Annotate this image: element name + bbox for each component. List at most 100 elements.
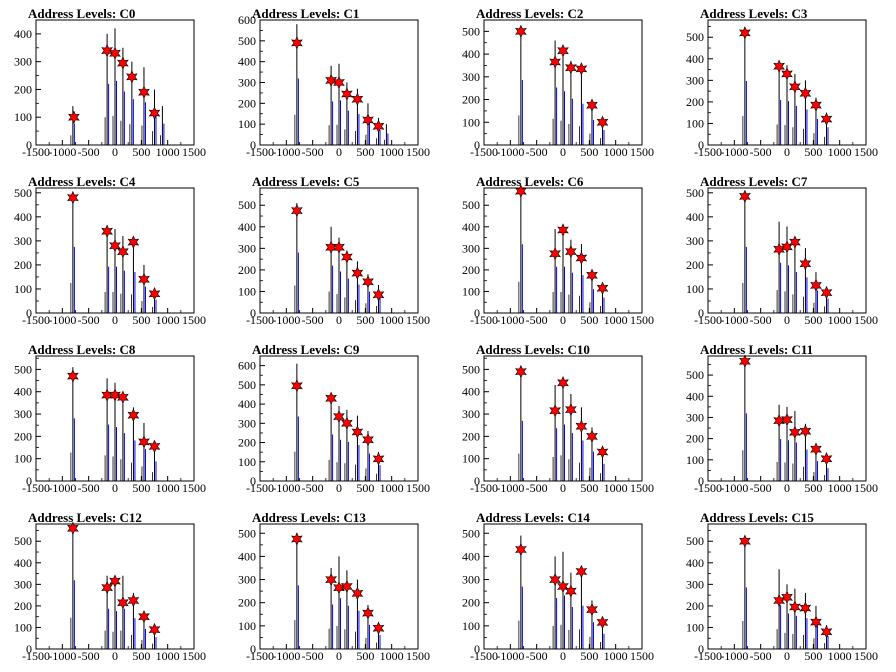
level-marker <box>362 606 374 620</box>
y-tick-label: 300 <box>14 234 32 248</box>
level-marker <box>557 223 569 237</box>
level-marker <box>799 256 812 271</box>
x-tick-label: 500 <box>132 313 150 327</box>
chart-title: Address Levels: C14 <box>476 510 590 525</box>
level-marker <box>341 250 353 264</box>
x-tick-label: 500 <box>132 145 150 159</box>
level-marker <box>101 224 113 239</box>
chart-svg: Address Levels: C60100200300400500-1500-… <box>462 174 654 327</box>
level-marker <box>586 602 598 617</box>
y-tick-label: 300 <box>686 73 704 87</box>
y-tick-label: 0 <box>250 138 256 152</box>
y-tick-label: 300 <box>14 407 32 421</box>
y-tick-label: 300 <box>462 241 480 255</box>
x-tick-label: -500 <box>302 145 324 159</box>
y-tick-label: 0 <box>474 306 480 320</box>
level-marker <box>325 572 337 587</box>
chart-title: Address Levels: C12 <box>28 510 142 525</box>
level-marker <box>372 452 385 466</box>
chart-svg: Address Levels: C20100200300400500-1500-… <box>462 6 654 159</box>
x-tick-label: 0 <box>560 481 566 495</box>
panel-c5: Address Levels: C5 0 100 200 300 400 500 -1500-… <box>224 168 448 336</box>
level-marker <box>101 388 113 402</box>
x-tick-label: 500 <box>132 481 150 495</box>
level-marker <box>739 354 751 369</box>
level-marker <box>739 189 751 204</box>
level-marker <box>810 442 822 456</box>
y-tick-label: 400 <box>462 385 480 399</box>
x-tick-label: 1500 <box>182 649 206 663</box>
y-tick-label: 200 <box>14 429 32 443</box>
x-tick-label: 0 <box>112 313 118 327</box>
x-tick-label: 1500 <box>854 481 878 495</box>
x-tick-label: 1000 <box>380 313 404 327</box>
y-tick-label: 500 <box>686 30 704 44</box>
y-tick-label: 300 <box>238 416 256 430</box>
y-tick-label: 100 <box>238 284 256 298</box>
y-tick-label: 400 <box>238 549 256 563</box>
level-marker <box>138 85 150 99</box>
x-tick-label: -1500 <box>246 481 274 495</box>
level-marker <box>565 584 577 598</box>
y-tick-label: 0 <box>250 642 256 656</box>
level-marker <box>549 246 561 261</box>
x-tick-label: 1000 <box>604 481 628 495</box>
level-marker <box>565 244 577 259</box>
x-tick-label: -1000 <box>48 649 76 663</box>
level-marker <box>781 590 793 605</box>
x-tick-label: 1500 <box>630 481 654 495</box>
x-tick-label: -1000 <box>272 481 300 495</box>
x-tick-label: -500 <box>302 481 324 495</box>
y-tick-label: 300 <box>14 577 32 591</box>
y-tick-label: 100 <box>14 110 32 124</box>
level-marker <box>126 70 138 84</box>
chart-svg: Address Levels: C0 0 100 200 300 400 -1500-100… <box>14 6 206 159</box>
y-tick-label: 500 <box>462 362 480 376</box>
x-tick-label: 0 <box>560 313 566 327</box>
x-tick-label: -1500 <box>470 145 498 159</box>
x-tick-label: 0 <box>112 481 118 495</box>
level-marker <box>789 425 801 440</box>
y-tick-label: 400 <box>238 55 256 69</box>
y-tick-label: 300 <box>462 407 480 421</box>
level-marker <box>596 445 609 459</box>
chart-svg: Address Levels: C15 0 100 200 300 400 500 -1500… <box>686 510 878 663</box>
x-tick-label: -500 <box>526 313 548 327</box>
level-marker <box>739 26 751 40</box>
y-tick-label: 0 <box>698 138 704 152</box>
chart-svg: Address Levels: C1 0 100 200 300 400 500 600 -15… <box>238 6 430 159</box>
x-tick-label: -1000 <box>496 649 524 663</box>
level-marker <box>325 391 337 406</box>
x-tick-label: -500 <box>302 649 324 663</box>
x-tick-label: -1000 <box>720 145 748 159</box>
x-tick-label: 1500 <box>406 481 430 495</box>
x-tick-label: 1500 <box>182 313 206 327</box>
y-tick-label: 0 <box>26 474 32 488</box>
x-tick-label: 500 <box>804 145 822 159</box>
x-tick-label: 1500 <box>406 145 430 159</box>
y-tick-label: 100 <box>686 282 704 296</box>
y-tick-label: 100 <box>686 453 704 467</box>
x-tick-label: 1500 <box>406 313 430 327</box>
x-tick-label: -500 <box>78 481 100 495</box>
x-tick-label: 0 <box>560 145 566 159</box>
x-tick-label: 1500 <box>854 649 878 663</box>
chart-svg: Address Levels: C12 0 100 200 300 400 500 -1500… <box>14 510 206 663</box>
x-tick-label: -1500 <box>246 145 274 159</box>
y-tick-label: 300 <box>238 241 256 255</box>
y-tick-label: 200 <box>686 95 704 109</box>
level-marker <box>109 46 121 61</box>
level-marker <box>557 43 569 58</box>
y-tick-label: 500 <box>238 198 256 212</box>
x-tick-label: 0 <box>336 481 342 495</box>
level-marker <box>549 403 561 418</box>
y-tick-label: 200 <box>462 429 480 443</box>
level-marker <box>148 439 161 454</box>
x-tick-label: 0 <box>112 649 118 663</box>
level-marker <box>351 266 364 280</box>
level-marker <box>117 56 129 70</box>
panel-c8: Address Levels: C8 0 100 200 300 400 500 -1500-… <box>0 336 224 504</box>
chart-svg: Address Levels: C9 0 100 200 300 400 500 600 -15… <box>238 342 430 495</box>
y-tick-label: 200 <box>462 596 480 610</box>
